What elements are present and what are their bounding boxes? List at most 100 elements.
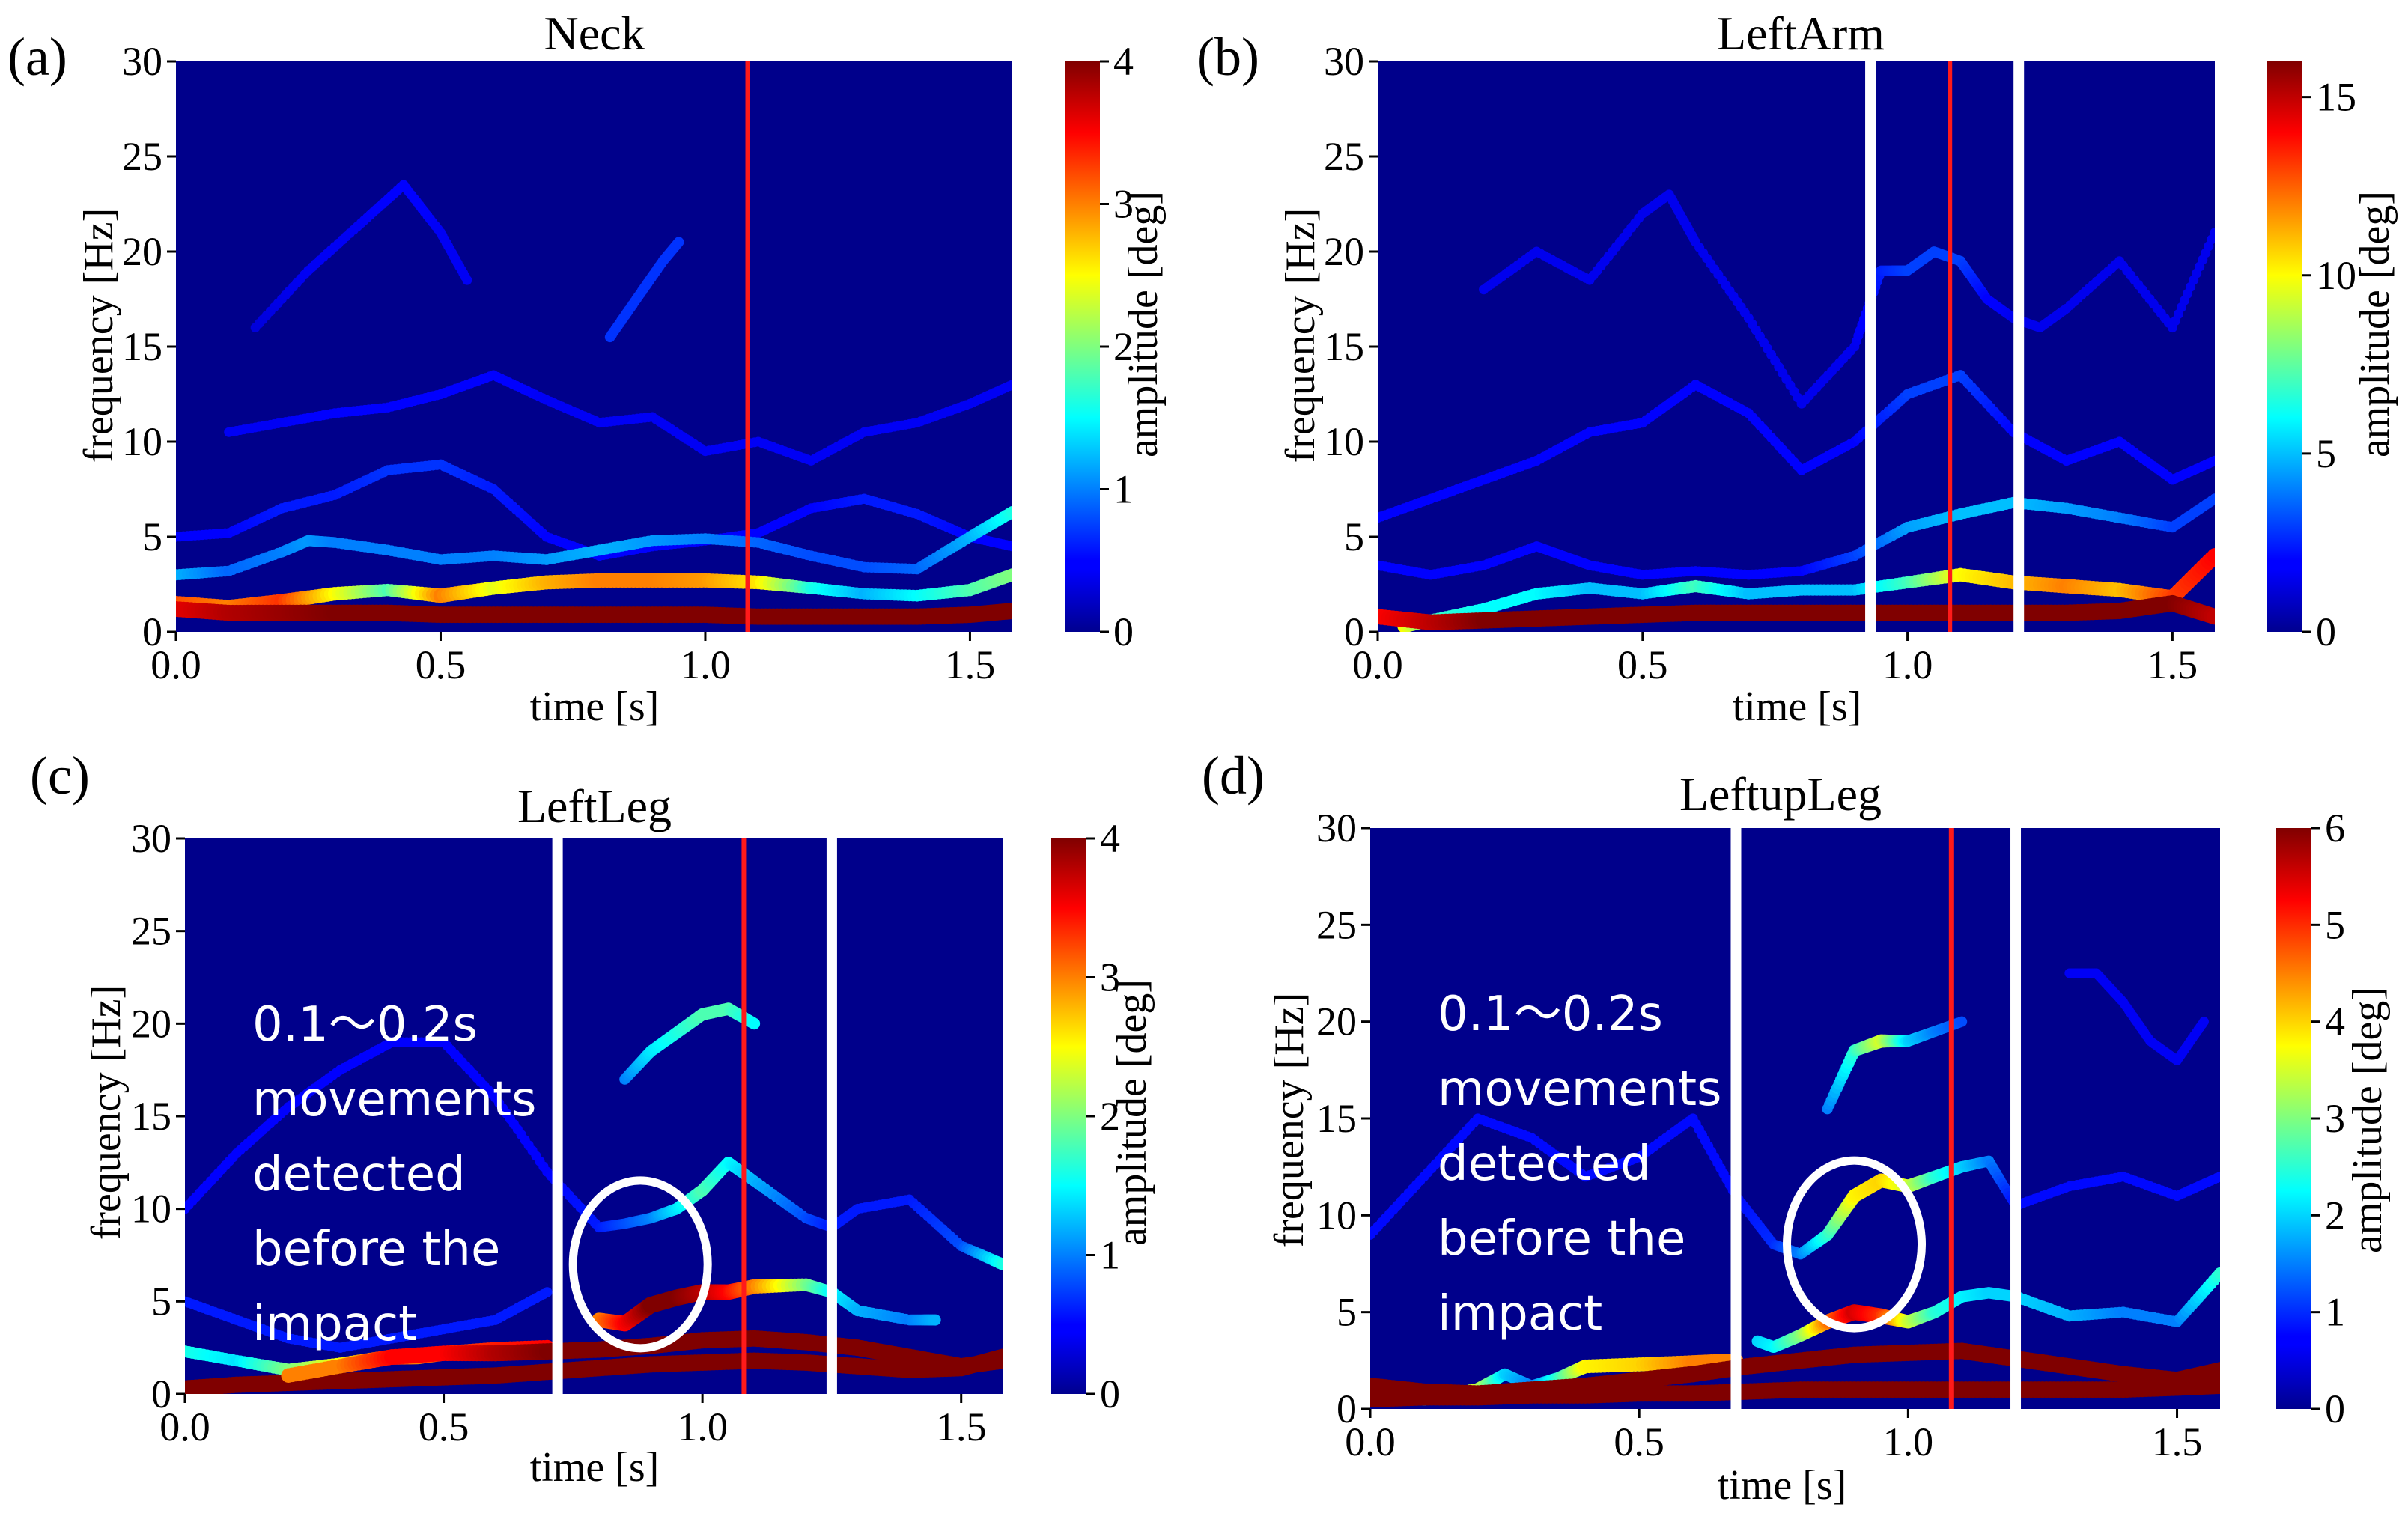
y-tick-label: 0 bbox=[1344, 609, 1364, 654]
data-point bbox=[1956, 1016, 1968, 1027]
colorbar-tick-label: 4 bbox=[1113, 39, 1134, 84]
ridge-6 bbox=[619, 1002, 761, 1085]
annotation-line: 0.1～0.2s bbox=[1438, 987, 1663, 1042]
ridge-layer bbox=[1370, 968, 2220, 1408]
ridge-6 bbox=[1822, 1016, 1968, 1115]
colorbar-tick-label: 3 bbox=[2325, 1096, 2345, 1141]
colorbar-tick-label: 3 bbox=[1100, 955, 1120, 1000]
x-tick-label: 1.0 bbox=[1883, 1419, 1934, 1464]
colorbar-tick-label: 0 bbox=[2325, 1386, 2345, 1431]
colorbar-tick-label: 2 bbox=[1113, 324, 1134, 369]
colorbar-label: amplitude [deg] bbox=[1120, 191, 1167, 457]
colorbar-tick-label: 5 bbox=[2325, 902, 2345, 947]
ridge-layer bbox=[185, 1002, 1003, 1394]
annotation-line: 0.1～0.2s bbox=[252, 997, 478, 1053]
data-point bbox=[1006, 505, 1012, 518]
y-tick-label: 10 bbox=[1316, 1193, 1357, 1238]
separator-line bbox=[2010, 828, 2022, 1409]
data-point bbox=[1007, 380, 1012, 390]
ridge-7 bbox=[2064, 968, 2209, 1065]
x-axis-label: time [s] bbox=[1718, 1462, 1847, 1509]
x-tick-label: 0.5 bbox=[1617, 642, 1668, 687]
ridge-3 bbox=[1378, 493, 2215, 580]
panel-title: LeftLeg bbox=[517, 779, 672, 832]
ridge-3 bbox=[176, 505, 1012, 581]
ridge-7 bbox=[185, 1287, 553, 1353]
annotation-line: before the bbox=[1438, 1211, 1685, 1267]
ridge-5 bbox=[224, 370, 1012, 466]
y-tick-label: 25 bbox=[122, 134, 162, 179]
separator-line bbox=[826, 838, 837, 1394]
y-tick-label: 10 bbox=[131, 1187, 171, 1232]
x-tick-label: 0.5 bbox=[419, 1404, 469, 1449]
data-point bbox=[1004, 603, 1012, 620]
data-point bbox=[2215, 1171, 2220, 1182]
colorbar bbox=[2267, 61, 2302, 632]
y-tick-label: 30 bbox=[131, 816, 171, 861]
y-tick-label: 15 bbox=[131, 1094, 171, 1139]
data-point bbox=[2212, 1362, 2220, 1379]
panel-label: (d) bbox=[1202, 746, 1265, 806]
separator-line bbox=[1730, 828, 1742, 1409]
colorbar bbox=[1065, 61, 1100, 632]
y-tick-label: 20 bbox=[122, 229, 162, 274]
x-tick-label: 1.5 bbox=[2152, 1419, 2203, 1464]
annotation-line: detected bbox=[1438, 1136, 1651, 1192]
colorbar-tick-label: 1 bbox=[2325, 1290, 2345, 1335]
panel-title: LeftArm bbox=[1717, 7, 1885, 60]
y-tick-label: 0 bbox=[151, 1372, 171, 1416]
ridge-1 bbox=[176, 601, 1012, 625]
y-axis-label: frequency [Hz] bbox=[1266, 993, 1313, 1247]
y-tick-label: 25 bbox=[131, 909, 171, 954]
ridge-5 bbox=[1370, 1113, 2220, 1260]
y-axis-label: frequency [Hz] bbox=[83, 985, 130, 1240]
y-tick-label: 15 bbox=[1316, 1096, 1357, 1141]
y-tick-label: 5 bbox=[151, 1279, 171, 1324]
y-tick-label: 10 bbox=[1324, 419, 1364, 464]
ridge-5 bbox=[185, 1037, 1003, 1270]
y-tick-label: 25 bbox=[1324, 134, 1364, 179]
colorbar-tick-label: 2 bbox=[1100, 1094, 1120, 1139]
colorbar bbox=[1051, 838, 1086, 1394]
colorbar-tick-label: 4 bbox=[1100, 816, 1120, 861]
data-point bbox=[2210, 455, 2215, 466]
data-point bbox=[748, 1017, 761, 1030]
y-tick-label: 30 bbox=[1316, 806, 1357, 850]
colorbar-tick-label: 1 bbox=[1100, 1233, 1120, 1278]
colorbar-tick-label: 10 bbox=[2316, 253, 2356, 298]
x-tick-label: 0.5 bbox=[1614, 1419, 1664, 1464]
x-tick-label: 0.0 bbox=[159, 1404, 210, 1449]
data-point bbox=[1007, 541, 1012, 552]
y-tick-label: 5 bbox=[142, 514, 162, 559]
x-tick-label: 1.5 bbox=[2147, 642, 2198, 687]
data-point bbox=[929, 1314, 941, 1326]
data-point bbox=[542, 1287, 553, 1297]
x-tick-label: 1.0 bbox=[677, 1404, 728, 1449]
annotation-line: impact bbox=[252, 1297, 417, 1352]
y-tick-label: 5 bbox=[1344, 514, 1364, 559]
panel-label: (b) bbox=[1197, 27, 1259, 87]
ridge-layer bbox=[176, 180, 1012, 625]
data-point bbox=[2210, 228, 2215, 238]
x-axis-label: time [s] bbox=[1733, 684, 1862, 730]
colorbar-tick-label: 5 bbox=[2316, 431, 2336, 476]
colorbar-tick-label: 15 bbox=[2316, 75, 2356, 120]
panel-title: LeftupLeg bbox=[1679, 767, 1882, 821]
colorbar-label: amplitude [deg] bbox=[1109, 979, 1155, 1246]
y-axis-label: frequency [Hz] bbox=[76, 208, 122, 463]
annotation-line: before the bbox=[252, 1222, 500, 1277]
y-tick-label: 15 bbox=[1324, 324, 1364, 369]
data-point bbox=[2207, 548, 2215, 564]
x-tick-label: 0.0 bbox=[150, 642, 201, 687]
y-tick-label: 0 bbox=[1337, 1386, 1357, 1431]
data-point bbox=[997, 1258, 1003, 1270]
y-axis-label: frequency [Hz] bbox=[1277, 208, 1324, 463]
y-tick-label: 20 bbox=[1324, 229, 1364, 274]
data-point bbox=[2212, 1377, 2220, 1394]
colorbar-tick-label: 0 bbox=[1113, 609, 1134, 654]
annotation-line: detected bbox=[252, 1147, 466, 1202]
x-tick-label: 1.5 bbox=[936, 1404, 987, 1449]
annotation-line: movements bbox=[1438, 1062, 1721, 1117]
highlight-ellipse bbox=[568, 1176, 712, 1353]
